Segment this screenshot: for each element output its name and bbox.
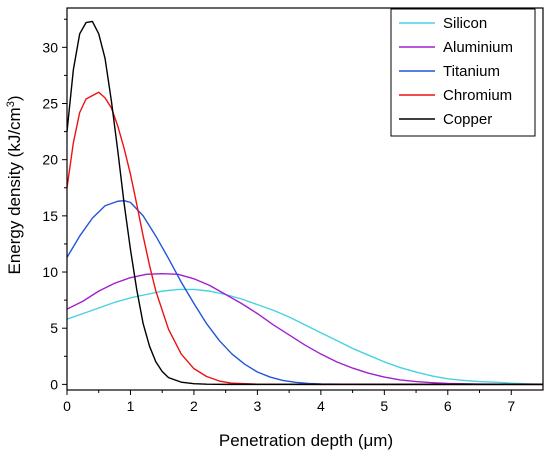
curves-layer xyxy=(66,20,544,386)
legend-label-copper: Copper xyxy=(443,111,492,128)
y-tick-label: 20 xyxy=(42,152,58,168)
y-tick-label: 5 xyxy=(50,320,58,336)
y-tick-label: 30 xyxy=(42,39,58,55)
y-tick-label: 15 xyxy=(42,208,58,224)
y-axis-title-main: Energy density (kJ/cm xyxy=(5,107,24,274)
legend: Silicon Aluminium Titanium Chromium Copper xyxy=(390,8,536,137)
x-tick-label: 0 xyxy=(63,398,71,414)
legend-label-chromium: Chromium xyxy=(443,87,512,104)
y-tick-label: 25 xyxy=(42,96,58,112)
legend-label-silicon: Silicon xyxy=(443,15,487,32)
x-tick-label: 5 xyxy=(380,398,388,414)
x-tick-label: 3 xyxy=(254,398,262,414)
x-axis-title: Penetration depth (μm) xyxy=(219,431,393,450)
x-axis: 0 1 2 3 4 5 6 7 xyxy=(63,390,515,414)
legend-label-titanium: Titanium xyxy=(443,63,500,80)
y-tick-label: 0 xyxy=(50,376,58,392)
series-line-copper xyxy=(66,20,543,386)
y-axis-title-superscript: 3 xyxy=(5,101,17,107)
y-axis: 0 5 10 15 20 25 30 xyxy=(42,18,67,392)
y-axis-title: Energy density (kJ/cm3) xyxy=(5,95,24,274)
series-line-silicon xyxy=(66,288,544,385)
x-tick-label: 6 xyxy=(444,398,452,414)
legend-label-aluminium: Aluminium xyxy=(443,39,513,56)
x-tick-label: 4 xyxy=(317,398,325,414)
y-axis-title-close: ) xyxy=(5,95,24,101)
x-tick-label: 7 xyxy=(507,398,515,414)
x-tick-label: 2 xyxy=(190,398,198,414)
series-line-aluminium xyxy=(66,273,544,386)
x-tick-label: 1 xyxy=(127,398,135,414)
legend-box xyxy=(390,8,536,137)
y-tick-label: 10 xyxy=(42,264,58,280)
plot-frame xyxy=(66,7,544,391)
